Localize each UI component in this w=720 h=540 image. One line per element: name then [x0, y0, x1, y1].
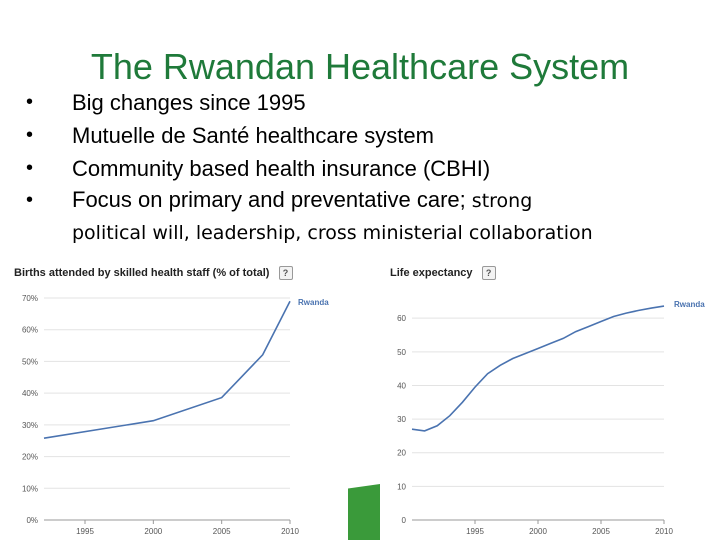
y-tick-label: 40	[397, 381, 406, 390]
y-tick-label: 20%	[22, 453, 38, 462]
y-tick-label: 20	[397, 449, 406, 458]
x-tick-label: 2010	[281, 527, 299, 536]
y-tick-label: 60	[397, 314, 406, 323]
slide-title: The Rwandan Healthcare System	[90, 46, 630, 87]
bullet-list: • Big changes since 1995 • Mutuelle de S…	[20, 86, 710, 248]
bullet-text: Community based health insurance (CBHI)	[72, 156, 491, 181]
y-tick-label: 50	[397, 348, 406, 357]
x-tick-label: 2005	[592, 527, 610, 536]
bullet-item: • Focus on primary and preventative care…	[20, 185, 710, 248]
y-tick-label: 10%	[22, 484, 38, 493]
bullet-text: Big changes since 1995	[72, 90, 306, 115]
y-tick-label: 40%	[22, 389, 38, 398]
bullet-item: • Mutuelle de Santé healthcare system	[20, 119, 710, 152]
births-chart-panel: Births attended by skilled health staff …	[8, 262, 350, 540]
bullet-glyph: •	[26, 124, 34, 146]
series-label: Rwanda	[674, 300, 705, 309]
y-tick-label: 0	[402, 516, 407, 525]
y-tick-label: 70%	[22, 294, 38, 303]
green-accent-shape	[348, 484, 380, 540]
bullet-item: • Big changes since 1995	[20, 86, 710, 119]
series-label: Rwanda	[298, 298, 329, 307]
life-expectancy-chart-panel: Life expectancy ? 0 10 20 30 40 50 60 1995 2000 2…	[384, 262, 720, 540]
y-tick-label: 30	[397, 415, 406, 424]
bullet-glyph: •	[26, 189, 34, 211]
help-icon[interactable]: ?	[481, 266, 496, 280]
series-line	[411, 305, 665, 432]
bullet-item: • Community based health insurance (CBHI…	[20, 152, 710, 185]
bullet-text-tail: strong	[465, 190, 533, 212]
y-tick-label: 10	[397, 482, 406, 491]
bullet-text: Focus on primary and preventative care;	[72, 187, 466, 212]
x-tick-label: 2000	[144, 527, 162, 536]
x-tick-label: 1995	[76, 527, 94, 536]
x-tick-label: 2010	[655, 527, 673, 536]
bullet-glyph: •	[26, 157, 34, 179]
x-tick-label: 2000	[529, 527, 547, 536]
x-tick-label: 1995	[466, 527, 484, 536]
bullet-continuation: political will, leadership, cross minist…	[72, 222, 593, 244]
chart-header: Life expectancy ?	[390, 266, 496, 280]
y-tick-label: 0%	[26, 516, 38, 525]
chart-header: Births attended by skilled health staff …	[14, 266, 293, 280]
y-tick-label: 30%	[22, 421, 38, 430]
x-tick-label: 2005	[213, 527, 231, 536]
chart-title: Life expectancy	[390, 266, 473, 279]
bullet-glyph: •	[26, 91, 34, 113]
bullet-text: Mutuelle de Santé healthcare system	[72, 123, 434, 148]
help-icon[interactable]: ?	[278, 266, 293, 280]
y-tick-label: 50%	[22, 357, 38, 366]
births-chart-svg: 0% 10% 20% 30% 40% 50% 60% 70% 1995 2000 2005 2010 R…	[22, 294, 329, 536]
chart-title: Births attended by skilled health staff …	[14, 266, 270, 279]
series-line	[43, 300, 291, 439]
life-expectancy-chart-svg: 0 10 20 30 40 50 60 1995 2000 2005 2010 Rwanda	[397, 300, 705, 536]
y-tick-label: 60%	[22, 326, 38, 335]
